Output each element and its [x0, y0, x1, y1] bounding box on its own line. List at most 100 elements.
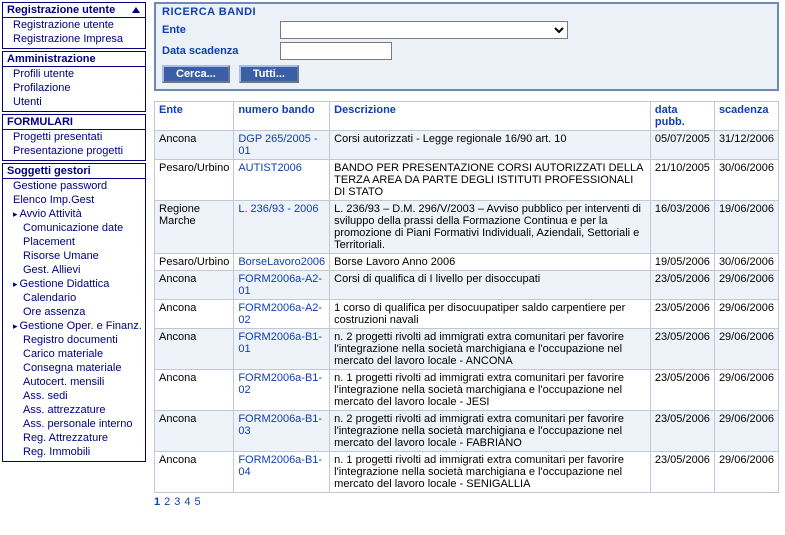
cell-scadenza: 29/06/2006: [714, 411, 778, 452]
cell-numero: FORM2006a-B1-01: [234, 329, 330, 370]
bando-link[interactable]: FORM2006a-A2-01: [238, 273, 322, 297]
sidebar-group-label: FORMULARI: [7, 116, 73, 128]
table-row: AnconaDGP 265/2005 - 01 Corsi autorizzati…: [155, 131, 779, 160]
page-link[interactable]: 4: [184, 496, 190, 508]
cell-descr: n. 1 progetti rivolti ad immigrati extra…: [330, 370, 651, 411]
sidebar-item[interactable]: Profili utente: [3, 67, 145, 81]
cell-numero: BorseLavoro2006: [234, 254, 330, 271]
sidebar-item[interactable]: Presentazione progetti: [3, 144, 145, 158]
sidebar-item[interactable]: Comunicazione date: [3, 221, 145, 235]
table-row: AnconaFORM2006a-B1-01n. 2 progetti rivol…: [155, 329, 779, 370]
tutti-button[interactable]: Tutti...: [239, 65, 299, 83]
sidebar-group-head[interactable]: FORMULARI: [3, 115, 145, 130]
cell-numero: AUTIST2006: [234, 160, 330, 201]
cell-descr: Corsi autorizzati - Legge regionale 16/9…: [330, 131, 651, 160]
sidebar-item[interactable]: Utenti: [3, 95, 145, 109]
sidebar-item[interactable]: Avvio Attività: [3, 207, 145, 221]
cell-ente: Ancona: [155, 370, 234, 411]
cell-data-pubb: 23/05/2006: [650, 300, 714, 329]
cell-scadenza: 29/06/2006: [714, 271, 778, 300]
cell-scadenza: 29/06/2006: [714, 370, 778, 411]
cell-descr: n. 1 progetti rivolti ad immigrati extra…: [330, 452, 651, 493]
ente-select[interactable]: [280, 21, 568, 39]
col-ente[interactable]: Ente: [155, 102, 234, 131]
page-link[interactable]: 3: [174, 496, 180, 508]
sidebar-group-head[interactable]: Registrazione utente: [3, 3, 145, 18]
cell-data-pubb: 16/03/2006: [650, 201, 714, 254]
sidebar-item[interactable]: Carico materiale: [3, 347, 145, 361]
cerca-button[interactable]: Cerca...: [162, 65, 230, 83]
bando-link[interactable]: FORM2006a-B1-04: [238, 454, 322, 478]
table-row: AnconaFORM2006a-B1-03n. 2 progetti rivol…: [155, 411, 779, 452]
cell-data-pubb: 23/05/2006: [650, 452, 714, 493]
sidebar-group-label: Amministrazione: [7, 53, 96, 65]
sidebar-item[interactable]: Gestione Oper. e Finanz.: [3, 319, 145, 333]
cell-data-pubb: 21/10/2005: [650, 160, 714, 201]
bando-link[interactable]: FORM2006a-A2-02: [238, 302, 322, 326]
sidebar-item[interactable]: Elenco Imp.Gest: [3, 193, 145, 207]
cell-numero: FORM2006a-B1-02: [234, 370, 330, 411]
cell-numero: FORM2006a-B1-04: [234, 452, 330, 493]
bando-link[interactable]: FORM2006a-B1-01: [238, 331, 322, 355]
bando-link[interactable]: AUTIST2006: [238, 162, 302, 174]
sidebar-group-label: Registrazione utente: [7, 4, 115, 16]
sidebar-group-head[interactable]: Soggetti gestori: [3, 164, 145, 179]
cell-ente: Ancona: [155, 131, 234, 160]
scadenza-label: Data scadenza: [162, 45, 280, 57]
sidebar-item[interactable]: Gestione password: [3, 179, 145, 193]
sidebar-group-head[interactable]: Amministrazione: [3, 52, 145, 67]
sidebar-item[interactable]: Risorse Umane: [3, 249, 145, 263]
cell-ente: Pesaro/Urbino: [155, 254, 234, 271]
page-link[interactable]: 1: [154, 496, 160, 508]
col-data-pubb[interactable]: data pubb.: [650, 102, 714, 131]
bando-link[interactable]: L. 236/93 - 2006: [238, 203, 318, 215]
sidebar-item[interactable]: Progetti presentati: [3, 130, 145, 144]
sidebar-item[interactable]: Registrazione utente: [3, 18, 145, 32]
cell-numero: L. 236/93 - 2006: [234, 201, 330, 254]
bando-link[interactable]: FORM2006a-B1-03: [238, 413, 322, 437]
cell-descr: 1 corso di qualifica per disocuupatiper …: [330, 300, 651, 329]
cell-descr: n. 2 progetti rivolti ad immigrati extra…: [330, 329, 651, 370]
sidebar-item[interactable]: Registrazione Impresa: [3, 32, 145, 46]
cell-data-pubb: 23/05/2006: [650, 271, 714, 300]
sidebar-item[interactable]: Gestione Didattica: [3, 277, 145, 291]
search-panel: RICERCA BANDI Ente Data scadenza Cerca..…: [154, 2, 779, 91]
cell-ente: Pesaro/Urbino: [155, 160, 234, 201]
page-link[interactable]: 2: [164, 496, 170, 508]
cell-data-pubb: 05/07/2005: [650, 131, 714, 160]
sidebar-item[interactable]: Registro documenti: [3, 333, 145, 347]
results-table: Ente numero bando Descrizione data pubb.…: [154, 101, 779, 493]
bando-link[interactable]: DGP 265/2005 - 01: [238, 133, 317, 157]
sidebar-item[interactable]: Reg. Attrezzature: [3, 431, 145, 445]
sidebar-item[interactable]: Autocert. mensili: [3, 375, 145, 389]
sidebar-item[interactable]: Ass. personale interno: [3, 417, 145, 431]
col-descr[interactable]: Descrizione: [330, 102, 651, 131]
sidebar-item[interactable]: Gest. Allievi: [3, 263, 145, 277]
bando-link[interactable]: FORM2006a-B1-02: [238, 372, 322, 396]
col-scadenza[interactable]: scadenza: [714, 102, 778, 131]
cell-ente: Ancona: [155, 452, 234, 493]
sidebar-item[interactable]: Ore assenza: [3, 305, 145, 319]
main-area: RICERCA BANDI Ente Data scadenza Cerca..…: [148, 0, 785, 510]
collapse-arrow-icon[interactable]: [131, 5, 141, 15]
cell-numero: FORM2006a-A2-01: [234, 271, 330, 300]
sidebar-item[interactable]: Consegna materiale: [3, 361, 145, 375]
cell-ente: Ancona: [155, 300, 234, 329]
sidebar-item[interactable]: Reg. Immobili: [3, 445, 145, 459]
sidebar-item[interactable]: Ass. attrezzature: [3, 403, 145, 417]
scadenza-input[interactable]: [280, 42, 392, 60]
cell-descr: Borse Lavoro Anno 2006: [330, 254, 651, 271]
cell-scadenza: 29/06/2006: [714, 452, 778, 493]
cell-numero: FORM2006a-A2-02: [234, 300, 330, 329]
cell-scadenza: 29/06/2006: [714, 329, 778, 370]
col-numero[interactable]: numero bando: [234, 102, 330, 131]
page-link[interactable]: 5: [195, 496, 201, 508]
cell-descr: L. 236/93 – D.M. 296/V/2003 – Avviso pub…: [330, 201, 651, 254]
cell-scadenza: 29/06/2006: [714, 300, 778, 329]
sidebar-item[interactable]: Placement: [3, 235, 145, 249]
sidebar-item[interactable]: Calendario: [3, 291, 145, 305]
sidebar-item[interactable]: Ass. sedi: [3, 389, 145, 403]
cell-descr: BANDO PER PRESENTAZIONE CORSI AUTORIZZAT…: [330, 160, 651, 201]
bando-link[interactable]: BorseLavoro2006: [238, 256, 325, 268]
sidebar-item[interactable]: Profilazione: [3, 81, 145, 95]
